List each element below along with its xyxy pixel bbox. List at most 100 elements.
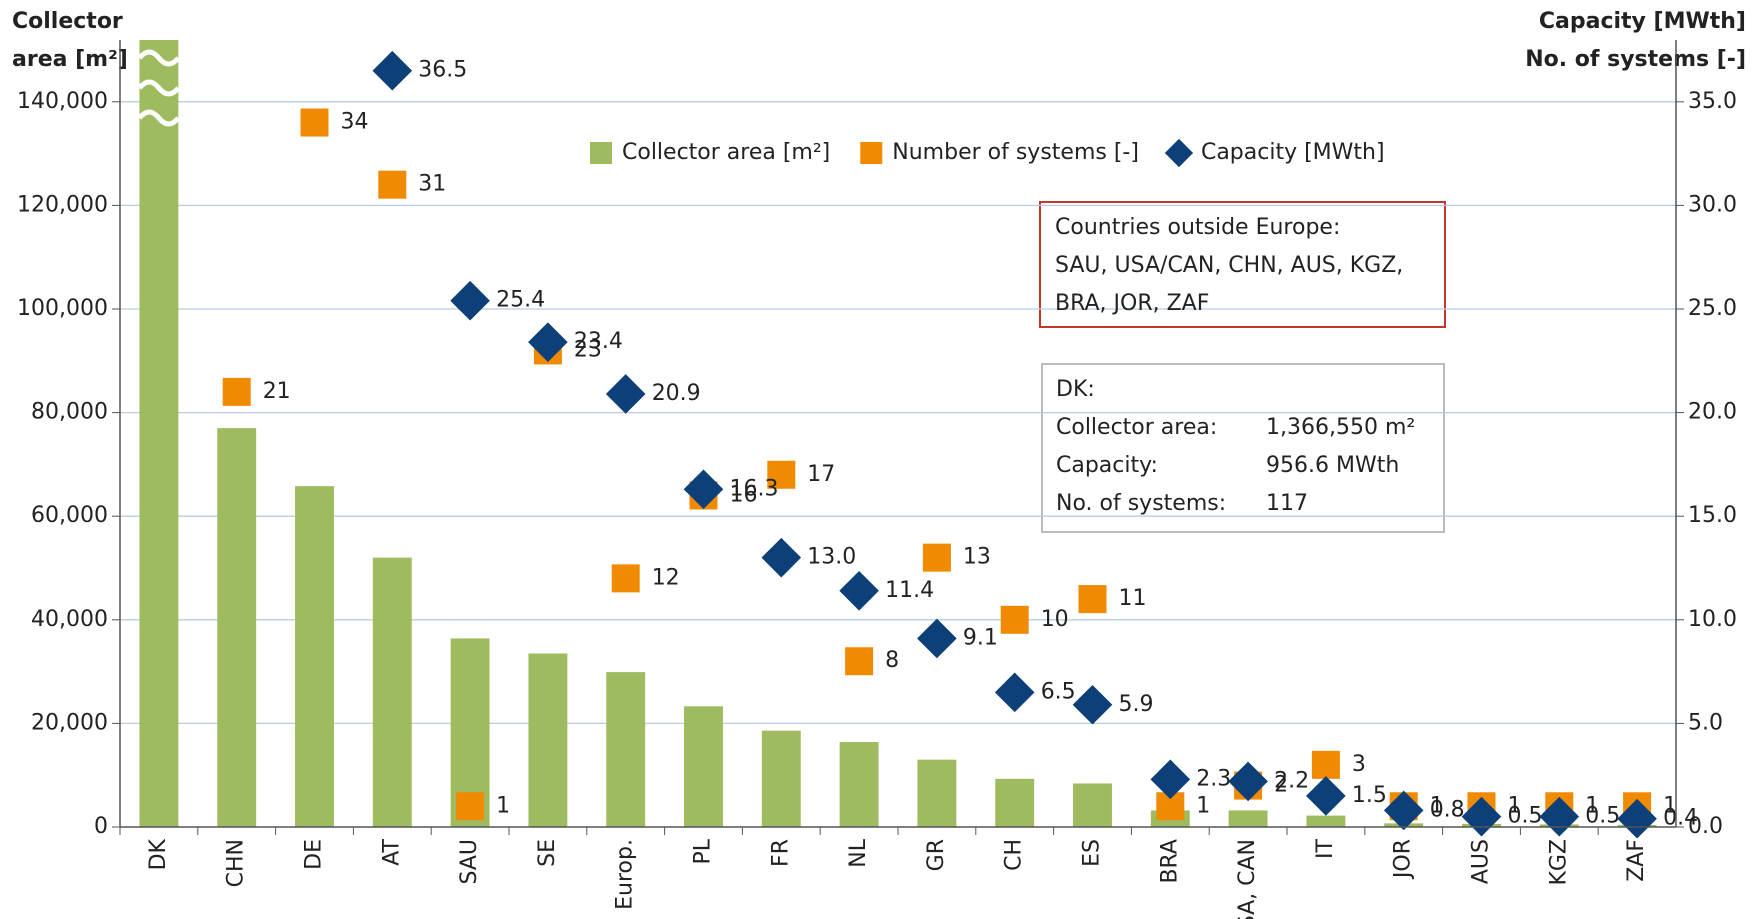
data-label: 25.4 — [496, 288, 545, 313]
square-marker — [922, 543, 951, 572]
x-tick-label: OTH Europ. — [613, 839, 638, 919]
diamond-marker — [994, 672, 1035, 713]
bar — [295, 486, 334, 827]
data-label: 9.1 — [963, 625, 998, 650]
diamond-marker — [683, 469, 724, 510]
y2-tick-label: 25.0 — [1688, 296, 1737, 321]
annotation-text: BRA, JOR, ZAF — [1055, 291, 1209, 316]
axis-break — [137, 109, 181, 127]
data-label: 23.4 — [574, 329, 623, 354]
y-tick-label: 80,000 — [31, 400, 108, 425]
bar — [1228, 810, 1268, 827]
data-label: 20.9 — [652, 381, 701, 406]
annotation-text: 117 — [1266, 491, 1308, 516]
x-tick-label: GR — [924, 839, 949, 871]
y2-tick-label: 5.0 — [1688, 710, 1723, 735]
data-label: 12 — [652, 565, 680, 590]
data-label: 36.5 — [418, 58, 467, 83]
diamond-marker — [1072, 684, 1113, 725]
data-label: 1.5 — [1352, 783, 1387, 808]
legend-swatch — [590, 142, 612, 164]
square-marker — [1000, 605, 1029, 634]
diamond-marker — [1150, 759, 1191, 800]
x-tick-label: BRA — [1157, 839, 1182, 884]
y-tick-label: 0 — [94, 814, 108, 839]
x-tick-label: CHN — [224, 839, 249, 887]
diamond-marker — [372, 50, 413, 91]
bar — [684, 706, 723, 827]
diamond-marker — [761, 537, 802, 578]
data-label: 2.2 — [1274, 768, 1309, 793]
x-tick-label: JOR — [1391, 839, 1416, 880]
y2-tick-label: 20.0 — [1688, 400, 1737, 425]
y-axis-title: Collector — [12, 9, 123, 34]
square-marker — [378, 170, 407, 199]
data-label: 0.5 — [1508, 804, 1543, 829]
diamond-marker — [1617, 798, 1657, 839]
x-tick-label: ZAF — [1624, 839, 1649, 882]
legend-label: Capacity [MWth] — [1201, 140, 1385, 165]
annotation-box — [1041, 363, 1445, 533]
x-tick-label: ES — [1080, 839, 1105, 867]
annotation-text: Countries outside Europe: — [1055, 215, 1340, 240]
y-tick-label: 20,000 — [31, 710, 108, 735]
y2-axis-title: No. of systems [-] — [1525, 47, 1746, 72]
axis-break — [137, 79, 181, 97]
data-label: 6.5 — [1041, 679, 1076, 704]
annotation-text: 956.6 MWth — [1266, 453, 1399, 478]
x-tick-label: PL — [691, 838, 716, 864]
annotation-text: SAU, USA/CAN, CHN, AUS, KGZ, — [1055, 253, 1403, 278]
x-tick-label: IT — [1313, 838, 1338, 858]
data-label: 21 — [263, 379, 291, 404]
axis-break — [137, 49, 181, 67]
y2-tick-label: 0.0 — [1688, 814, 1723, 839]
square-marker — [611, 564, 640, 593]
y2-tick-label: 15.0 — [1688, 503, 1737, 528]
square-marker — [300, 108, 329, 137]
data-label: 8 — [885, 648, 899, 673]
x-tick-label: SAU — [457, 839, 482, 885]
legend-swatch — [1164, 138, 1194, 168]
y2-tick-label: 10.0 — [1688, 607, 1737, 632]
bar — [1306, 815, 1346, 827]
diamond-marker — [1383, 790, 1424, 831]
y-tick-label: 100,000 — [17, 296, 108, 321]
bar — [995, 778, 1035, 827]
data-label: 23 — [574, 337, 602, 362]
square-marker — [456, 792, 485, 821]
data-label: 13 — [963, 545, 991, 570]
square-marker — [1311, 750, 1340, 779]
data-label: 2 — [1274, 773, 1288, 798]
data-label: 10 — [1041, 607, 1069, 632]
y-tick-label: 40,000 — [31, 607, 108, 632]
x-tick-label: KGZ — [1546, 839, 1571, 886]
bar — [606, 672, 646, 827]
diamond-marker — [450, 280, 490, 321]
legend-label: Collector area [m²] — [622, 140, 830, 165]
y2-axis-title: Capacity [MWth] — [1539, 9, 1746, 34]
y-tick-label: 140,000 — [17, 89, 108, 114]
y-axis-title: area [m²] — [12, 47, 128, 72]
data-label: 1 — [1508, 793, 1522, 818]
annotation-text: Collector area: — [1056, 415, 1217, 440]
data-label: 1 — [1585, 793, 1599, 818]
bar — [917, 759, 957, 827]
data-label: 1 — [1663, 793, 1677, 818]
data-label: 11.4 — [885, 578, 934, 603]
x-tick-label: FR — [768, 839, 793, 867]
annotation-text: Capacity: — [1056, 453, 1158, 478]
data-label: 0.5 — [1585, 804, 1620, 829]
y2-tick-label: 35.0 — [1688, 89, 1737, 114]
diamond-marker — [839, 570, 879, 611]
data-label: 1 — [1196, 793, 1210, 818]
bar — [839, 742, 879, 827]
x-tick-label: AT — [379, 838, 404, 865]
square-marker — [767, 460, 796, 489]
annotation-text: 1,366,550 m² — [1266, 415, 1415, 440]
x-tick-label: NL — [846, 838, 871, 867]
bar — [139, 40, 179, 827]
bar — [217, 428, 257, 827]
data-label: 34 — [341, 110, 369, 135]
square-marker — [222, 377, 251, 406]
